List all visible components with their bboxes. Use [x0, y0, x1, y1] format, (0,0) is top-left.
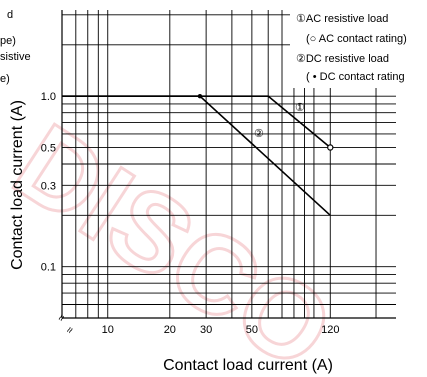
legend-item-2-sub: ( • DC contact rating	[306, 71, 405, 83]
y-tick-label: 0.1	[41, 262, 56, 274]
left-fragment-1: d	[7, 9, 13, 21]
series-layer	[62, 93, 334, 216]
y-tick-label: 0.5	[41, 142, 56, 154]
y-tick-label: 0.3	[41, 180, 56, 192]
dc-rating-point	[197, 93, 203, 99]
legend-item-1-label: ①AC resistive load	[296, 13, 388, 25]
x-tick-label: 50	[246, 324, 258, 336]
x-axis-title: Contact load current (A)	[163, 357, 333, 374]
y-axis-title: Contact load current (A)	[9, 100, 26, 270]
x-tick-label: 120	[321, 324, 339, 336]
series-1-marker-label: ①	[295, 102, 305, 114]
left-fragment-3: sistive	[0, 51, 31, 63]
ac-rating-point	[327, 144, 334, 151]
legend-item-2-label: ②DC resistive load	[296, 53, 389, 65]
legend-backdrop	[290, 8, 427, 88]
grid	[62, 10, 396, 318]
plot-frame	[61, 10, 396, 319]
tick-labels: 10 20 30 50 120 0.1 0.3 0.5 1.0	[41, 91, 340, 336]
legend-item-1-sub: (○ AC contact rating)	[306, 33, 407, 45]
series-2-marker-label: ②	[254, 128, 264, 140]
left-fragment-2: pe)	[0, 35, 16, 47]
y-tick-label: 1.0	[41, 91, 56, 103]
x-tick-label: 30	[200, 324, 212, 336]
left-fragment-4: e)	[0, 73, 10, 85]
axis-break-y: ≈	[55, 313, 68, 324]
x-tick-label: 20	[164, 324, 176, 336]
x-tick-label: 10	[102, 324, 114, 336]
axis-break-x: ≈	[64, 325, 77, 336]
